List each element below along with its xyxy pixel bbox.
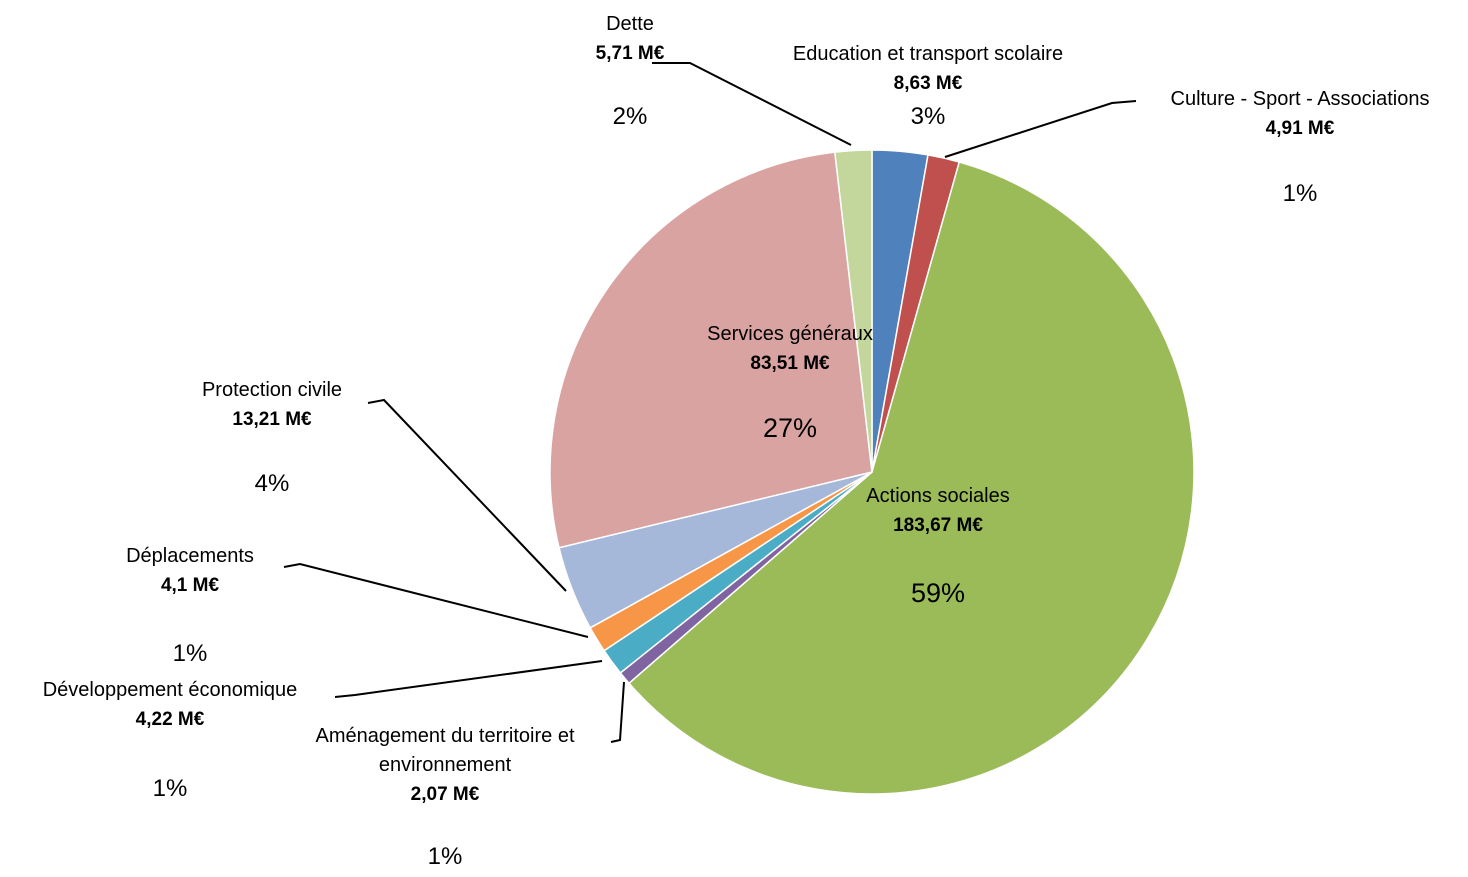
slice-label: Protection civile 13,21 M€ (147, 376, 397, 434)
category-label: Dette (606, 13, 654, 35)
value-label: 4,91 M€ (1265, 118, 1335, 139)
value-label: 13,21 M€ (232, 409, 312, 430)
percent-label: 1% (172, 640, 208, 667)
percent-label: 1% (1282, 180, 1318, 207)
percent-label: 4% (254, 470, 290, 497)
value-label: 4,22 M€ (135, 709, 205, 730)
category-label: Services généraux (707, 323, 873, 345)
slice-label: Services généraux 83,51 M€ (665, 320, 915, 378)
value-label: 8,63 M€ (893, 73, 963, 94)
percent-label: 1% (152, 775, 188, 802)
category-label: Développement économique (42, 679, 298, 701)
leader-line (334, 660, 603, 698)
slice-label: Déplacements 4,1 M€ (65, 542, 315, 600)
slice-label: Développement économique 4,22 M€ (0, 676, 340, 734)
value-label: 83,51 M€ (750, 353, 830, 374)
value-label: 5,71 M€ (595, 43, 665, 64)
value-label: 4,1 M€ (160, 575, 220, 596)
leader-line (367, 398, 567, 592)
category-label: Protection civile (201, 379, 343, 401)
category-label: Culture - Sport - Associations (1170, 88, 1430, 110)
slice (833, 149, 873, 473)
leader-line (283, 562, 589, 638)
category-label: Déplacements (126, 545, 254, 567)
category-label: Aménagement du territoire et environneme… (315, 725, 575, 776)
leader-line (652, 62, 852, 146)
slice-label: Aménagement du territoire et environneme… (275, 722, 615, 809)
percent-label: 1% (427, 843, 463, 870)
category-label: Actions sociales (866, 485, 1010, 507)
slices (549, 149, 1195, 795)
slice-label: Dette 5,71 M€ (570, 10, 690, 68)
value-label: 183,67 M€ (893, 515, 983, 536)
category-label: Education et transport scolaire (792, 43, 1064, 65)
leader-line (944, 100, 1137, 158)
percent-label: 27% (762, 413, 818, 443)
slice-label: Actions sociales 183,67 M€ (788, 482, 1088, 540)
percent-label: 2% (612, 103, 648, 130)
percent-label: 3% (910, 103, 946, 130)
slice (549, 151, 873, 549)
value-label: 2,07 M€ (410, 784, 480, 805)
percent-label: 59% (910, 578, 966, 608)
leader-line (610, 681, 625, 743)
slice (627, 161, 1195, 795)
slice-label: Culture - Sport - Associations 4,91 M€ (1130, 85, 1468, 143)
slice-label: Education et transport scolaire 8,63 M€ (728, 40, 1128, 98)
